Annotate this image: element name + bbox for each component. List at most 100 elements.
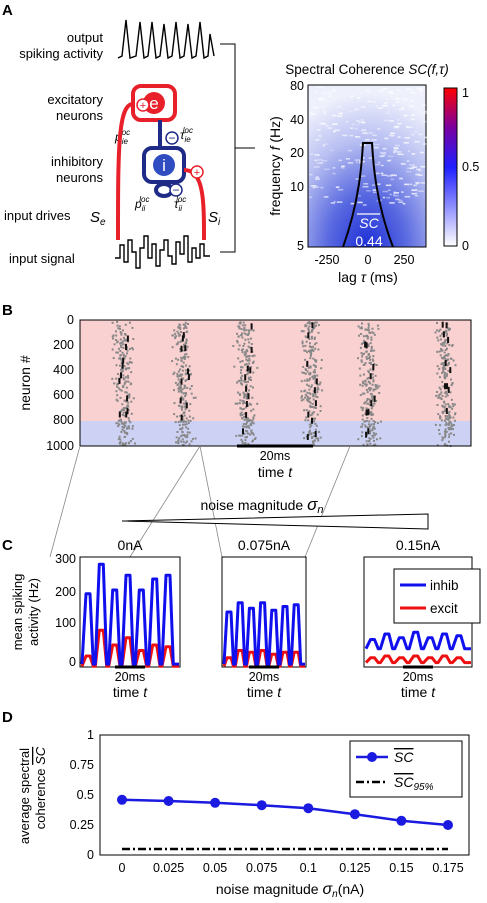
raster-spike	[365, 407, 368, 410]
raster-spike	[177, 358, 180, 361]
raster-spike	[185, 420, 187, 423]
raster-spike	[310, 350, 313, 353]
raster-spike	[238, 379, 241, 382]
raster-spike	[439, 338, 442, 341]
raster-spike	[175, 436, 178, 439]
raster-spike	[116, 399, 119, 402]
raster-spike	[249, 376, 252, 379]
raster-spike	[243, 432, 246, 435]
heatmap-speckle-dot	[416, 88, 423, 91]
heatmap-speckle-dot	[396, 101, 400, 103]
raster-spike	[312, 411, 315, 414]
raster-spike	[439, 416, 442, 419]
raster-spike	[367, 326, 370, 329]
raster-spike	[361, 353, 364, 356]
raster-spike	[185, 342, 188, 345]
heatmap-speckle-dot	[410, 99, 414, 102]
raster-spike	[183, 392, 186, 395]
raster-spike	[237, 348, 240, 351]
raster-spike	[241, 434, 244, 437]
raster-spike	[180, 389, 183, 392]
heatmap-speckle-dot	[403, 115, 408, 117]
raster-spike	[308, 400, 311, 403]
raster-spike	[444, 339, 447, 342]
raster-spike	[242, 423, 245, 426]
ii-minus-marker	[169, 183, 183, 197]
raster-spike	[444, 349, 447, 351]
raster-spike	[245, 349, 248, 351]
raster-spike	[309, 365, 312, 368]
heatmap-speckle-dot	[324, 100, 329, 102]
raster-spike	[308, 430, 311, 433]
heatmap-speckle-dot	[318, 134, 321, 137]
p-ii-label: piiloc	[134, 195, 149, 213]
heatmap-speckle-dot	[390, 132, 395, 135]
raster-spike	[126, 405, 129, 408]
raster-spike-burst	[120, 372, 122, 379]
raster-spike	[451, 407, 454, 410]
raster-spike	[124, 443, 127, 446]
heatmap-speckle-dot	[374, 147, 378, 149]
heatmap-speckle-dot	[368, 157, 374, 159]
raster-spike	[252, 408, 255, 411]
raster-spike	[188, 409, 191, 412]
raster-spike	[187, 419, 190, 422]
raster-spike	[117, 422, 120, 425]
raster-spike	[364, 412, 367, 415]
raster-spike	[117, 419, 120, 422]
raster-spike	[183, 343, 185, 346]
heatmap-speckle-dot	[394, 97, 400, 100]
raster-spike-burst	[184, 345, 187, 352]
raster-spike	[185, 423, 188, 426]
raster-spike	[306, 398, 308, 401]
raster-spike	[188, 443, 191, 446]
raster-spike	[177, 378, 180, 381]
raster-spike	[184, 392, 187, 394]
raster-spike	[184, 435, 186, 438]
input-i-plus-marker	[190, 165, 204, 179]
raster-spike	[371, 435, 374, 437]
raster-spike	[309, 429, 311, 432]
coherence-plot	[99, 734, 470, 856]
raster-spike	[371, 373, 374, 376]
heatmap-speckle-dot	[412, 166, 417, 168]
raster-spike	[374, 384, 377, 386]
heatmap-speckle-dot	[335, 186, 340, 188]
raster-spike	[118, 435, 121, 438]
raster-spike-burst	[442, 331, 445, 338]
raster-spike	[436, 404, 439, 406]
raster-excitatory-region	[80, 320, 471, 421]
raster-spike	[121, 425, 124, 428]
heatmap-speckle-dot	[381, 164, 384, 167]
raster-spike	[446, 333, 448, 336]
raster-spike	[372, 380, 375, 383]
raster-spike	[174, 421, 177, 424]
raster-spike	[367, 324, 370, 327]
heatmap-speckle-dot	[411, 114, 415, 116]
raster-spike	[116, 321, 119, 323]
raster-spike-burst	[125, 411, 128, 418]
raster-spike	[177, 332, 180, 335]
raster-spike	[368, 357, 370, 360]
raster-spike	[236, 332, 238, 335]
raster-spike	[120, 332, 123, 335]
raster-spike	[127, 340, 130, 343]
heatmap-speckle-dot	[360, 105, 366, 108]
raster-spike	[244, 352, 247, 355]
raster-spike	[179, 328, 182, 331]
heatmap-speckle-dot	[404, 183, 410, 186]
heatmap-speckle-dot	[323, 96, 326, 99]
raster-spike	[366, 337, 369, 340]
raster-spike	[437, 394, 440, 397]
spiking-xlabel: time t	[247, 684, 282, 700]
sc-symbol: SC	[359, 215, 379, 231]
heatmap-speckle-dot	[378, 90, 385, 92]
raster-spike	[438, 330, 441, 333]
raster-spike	[451, 344, 454, 347]
raster-spike	[440, 398, 443, 400]
raster-spike	[178, 437, 181, 440]
raster-spike	[321, 389, 324, 392]
raster-spike	[244, 354, 247, 357]
raster-spike	[179, 347, 182, 350]
raster-spike	[119, 440, 122, 443]
